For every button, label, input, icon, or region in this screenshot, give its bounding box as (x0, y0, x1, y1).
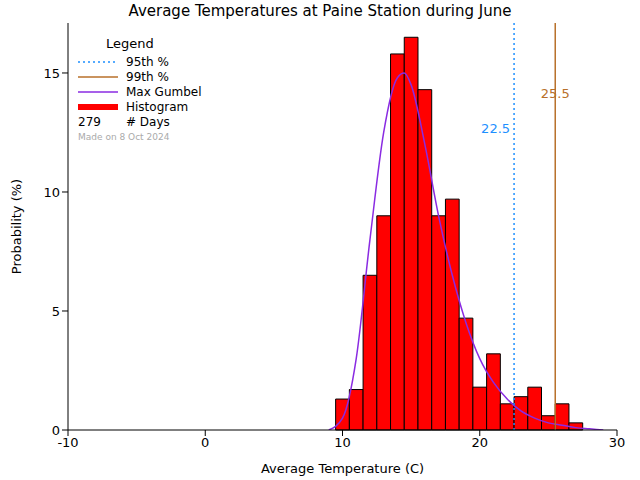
svg-text:Average Temperature (C): Average Temperature (C) (261, 461, 424, 476)
svg-text:Probability (%): Probability (%) (9, 179, 24, 274)
svg-text:20: 20 (471, 435, 488, 450)
svg-text:95th %: 95th % (126, 55, 169, 69)
svg-text:5: 5 (52, 304, 60, 319)
svg-text:0: 0 (52, 423, 60, 438)
svg-text:-10: -10 (57, 435, 78, 450)
svg-text:Histogram: Histogram (126, 100, 188, 114)
svg-text:22.5: 22.5 (481, 121, 510, 136)
svg-text:Made on 8 Oct 2024: Made on 8 Oct 2024 (78, 132, 170, 142)
svg-text:15: 15 (43, 66, 60, 81)
html-text:Average Temperatures at Paine: Average Temperatures at Paine Station du… (128, 2, 512, 20)
svg-text:10: 10 (334, 435, 351, 450)
svg-text:279: 279 (78, 115, 101, 129)
svg-text:99th %: 99th % (126, 70, 169, 84)
svg-text:0: 0 (201, 435, 209, 450)
svg-text:30: 30 (609, 435, 626, 450)
svg-text:10: 10 (43, 185, 60, 200)
svg-text:25.5: 25.5 (541, 86, 570, 101)
svg-text:Max Gumbel: Max Gumbel (126, 85, 202, 99)
svg-text:Legend: Legend (106, 36, 154, 51)
svg-text:# Days: # Days (126, 115, 170, 129)
